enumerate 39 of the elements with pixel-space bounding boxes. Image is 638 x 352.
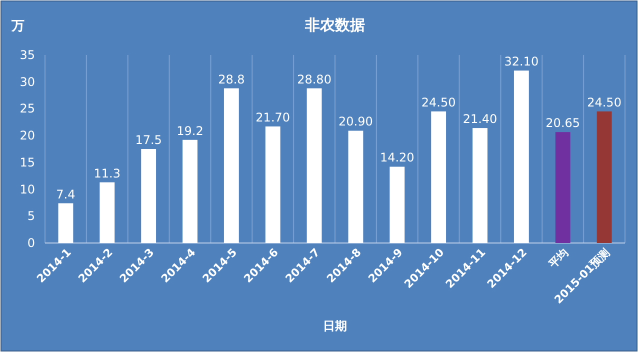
bar <box>514 70 529 243</box>
data-label: 20.65 <box>546 116 580 130</box>
y-tick-label: 0 <box>27 236 35 250</box>
y-axis-title: 万 <box>10 19 24 34</box>
data-label: 14.20 <box>380 150 414 165</box>
y-tick-label: 20 <box>20 128 35 143</box>
bar <box>306 88 322 243</box>
bar <box>58 203 74 243</box>
data-label: 7.4 <box>56 187 76 202</box>
data-label: 28.80 <box>297 72 332 86</box>
data-label: 28.8 <box>218 72 245 86</box>
bar <box>100 182 115 243</box>
bar <box>348 130 364 243</box>
chart-title: 非农数据 <box>304 16 365 34</box>
bar <box>224 88 239 243</box>
bar <box>472 128 488 243</box>
data-label: 21.40 <box>462 112 498 126</box>
bar <box>141 149 156 243</box>
y-tick-label: 30 <box>20 74 35 89</box>
bar <box>182 140 198 243</box>
y-tick-label: 15 <box>20 155 35 170</box>
y-tick-label: 35 <box>20 48 35 62</box>
y-tick-label: 10 <box>20 182 35 196</box>
data-label: 24.50 <box>587 95 622 110</box>
data-label: 17.5 <box>135 133 162 147</box>
y-tick-label: 5 <box>27 209 35 224</box>
data-label: 11.3 <box>94 166 120 180</box>
bar <box>555 132 570 243</box>
data-label: 20.90 <box>338 114 373 129</box>
y-tick-label: 25 <box>20 102 35 116</box>
bar <box>390 166 405 243</box>
data-label: 19.2 <box>176 124 204 138</box>
x-axis-title: 日期 <box>323 319 347 333</box>
data-label: 32.10 <box>504 54 539 69</box>
bar <box>596 111 612 243</box>
data-label: 21.70 <box>256 110 290 124</box>
data-label: 24.50 <box>421 95 456 110</box>
bar <box>265 126 280 243</box>
bar <box>431 111 446 243</box>
